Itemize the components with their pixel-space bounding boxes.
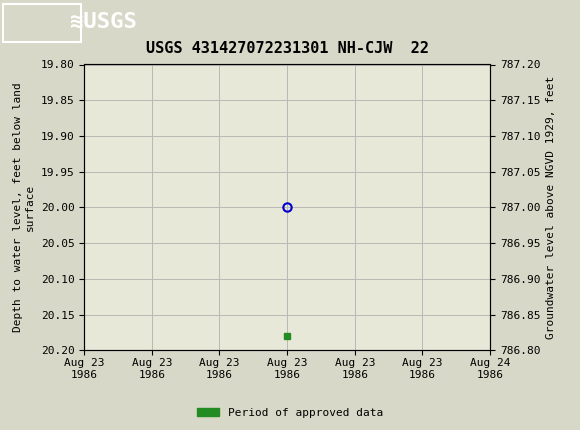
Y-axis label: Groundwater level above NGVD 1929, feet: Groundwater level above NGVD 1929, feet <box>546 76 556 339</box>
Bar <box>3 3 81 42</box>
Legend: Period of approved data: Period of approved data <box>193 403 387 422</box>
Y-axis label: Depth to water level, feet below land
surface: Depth to water level, feet below land su… <box>13 83 35 332</box>
Text: ≋USGS: ≋USGS <box>70 12 136 32</box>
Title: USGS 431427072231301 NH-CJW  22: USGS 431427072231301 NH-CJW 22 <box>146 41 429 56</box>
